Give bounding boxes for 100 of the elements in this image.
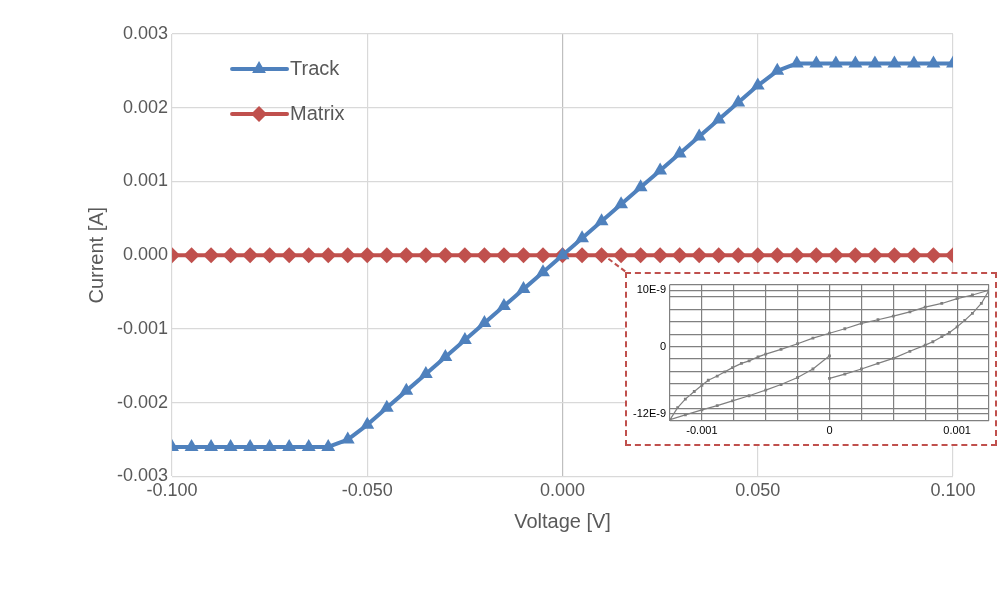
point: [437, 247, 454, 264]
y-tick-label: -12E-9: [632, 407, 667, 420]
point: [516, 281, 531, 294]
point: [594, 213, 609, 226]
point: [204, 438, 219, 451]
point: [905, 247, 922, 264]
point: [747, 359, 751, 363]
point: [843, 327, 847, 331]
point: [740, 361, 743, 365]
point: [764, 388, 768, 392]
y-tick-label: -0.001: [116, 317, 169, 338]
point: [222, 247, 239, 264]
point: [242, 247, 259, 264]
point: [887, 55, 902, 68]
point: [243, 438, 258, 451]
point: [931, 340, 935, 344]
point: [731, 399, 734, 403]
point: [379, 399, 394, 412]
legend-label: Matrix: [290, 101, 345, 124]
point: [886, 247, 903, 264]
point: [908, 349, 912, 353]
point: [940, 302, 944, 305]
point: [843, 372, 847, 376]
legend-label: Track: [290, 56, 341, 79]
point: [477, 315, 492, 328]
point: [676, 406, 680, 409]
point: [535, 247, 551, 264]
point: [971, 311, 974, 315]
point: [691, 247, 708, 264]
point: [706, 378, 710, 382]
y-tick-label: -0.002: [116, 391, 169, 412]
point: [769, 247, 786, 264]
point: [747, 394, 751, 398]
point: [633, 179, 648, 192]
point: [672, 145, 687, 158]
x-tick-label: -0.001: [686, 424, 718, 437]
x-tick-label: 0.001: [943, 424, 971, 437]
point: [770, 62, 785, 75]
point: [866, 247, 883, 264]
point: [926, 55, 941, 68]
point: [536, 264, 550, 277]
point: [723, 370, 727, 374]
point: [653, 162, 668, 175]
point: [940, 335, 944, 339]
point: [955, 297, 959, 301]
point: [683, 397, 687, 401]
point: [632, 247, 649, 264]
point: [683, 413, 687, 417]
point: [979, 302, 983, 305]
x-tick-label: 0.050: [735, 480, 781, 501]
point: [711, 111, 726, 124]
point: [925, 247, 942, 264]
point: [908, 310, 912, 314]
x-tick-label: 0: [826, 424, 833, 437]
point: [907, 55, 921, 68]
x-axis-title: Voltage [V]: [514, 509, 611, 532]
point: [652, 247, 669, 264]
y-tick-label: 0.003: [122, 22, 169, 43]
y-tick-label: 0.001: [122, 170, 169, 191]
point: [847, 247, 864, 264]
point: [418, 365, 433, 378]
point: [360, 416, 375, 429]
point: [963, 318, 967, 322]
point: [730, 247, 747, 264]
y-tick-label: 10E-9: [636, 283, 667, 296]
point: [515, 247, 532, 264]
point: [867, 55, 882, 68]
point: [457, 331, 472, 344]
point: [320, 247, 337, 264]
point: [848, 55, 863, 68]
point: [223, 438, 238, 451]
point: [828, 354, 831, 358]
point: [555, 247, 570, 260]
point: [497, 298, 511, 311]
point: [808, 247, 825, 264]
y-tick-label: 0.000: [122, 244, 169, 265]
point: [809, 55, 824, 68]
y-tick-label: 0: [659, 339, 667, 352]
point: [788, 247, 805, 264]
point: [891, 314, 895, 318]
point: [671, 247, 688, 264]
point: [300, 247, 317, 264]
point: [575, 230, 589, 243]
point: [614, 196, 629, 209]
point: [301, 438, 316, 451]
point: [749, 247, 766, 264]
point: [184, 438, 199, 451]
point: [261, 247, 278, 264]
point: [923, 343, 927, 347]
point: [923, 305, 927, 309]
point: [692, 128, 707, 141]
point: [574, 247, 591, 264]
point: [417, 247, 434, 264]
point: [398, 247, 415, 264]
point: [692, 390, 696, 393]
point: [731, 94, 746, 107]
point: [262, 438, 277, 451]
point: [456, 247, 473, 264]
point: [378, 247, 395, 264]
point: [750, 77, 765, 90]
